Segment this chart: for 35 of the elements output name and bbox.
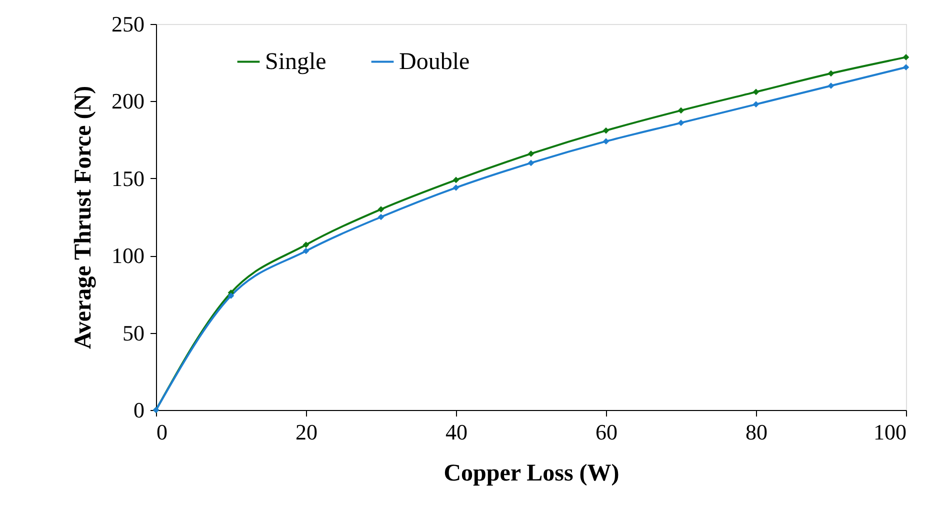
x-tick-label: 40 xyxy=(446,420,468,444)
y-tick-label: 150 xyxy=(112,166,144,191)
point xyxy=(752,88,760,96)
point xyxy=(602,127,610,134)
x-tick-label: 20 xyxy=(296,420,318,444)
legend-label: Double xyxy=(399,48,470,75)
legend-label: Single xyxy=(265,48,326,75)
x-tick-label: 100 xyxy=(874,420,906,444)
point xyxy=(378,214,384,220)
point xyxy=(902,54,910,60)
x-tick-label: 60 xyxy=(596,420,618,444)
point xyxy=(602,138,610,145)
y-tick-label: 250 xyxy=(112,12,144,36)
point xyxy=(452,184,460,191)
point xyxy=(678,107,684,114)
point xyxy=(302,242,310,248)
point xyxy=(302,248,310,254)
y-axis-title: Average Thrust Force (N) xyxy=(70,86,96,350)
point xyxy=(678,120,684,126)
y-tick-label: 0 xyxy=(134,398,144,422)
point xyxy=(452,176,460,184)
point xyxy=(902,64,910,70)
point xyxy=(378,206,384,212)
y-tick-label: 100 xyxy=(112,243,144,268)
point xyxy=(528,160,534,166)
point xyxy=(828,70,834,77)
x-tick-label: 0 xyxy=(156,420,168,444)
point xyxy=(752,101,760,108)
point xyxy=(528,150,534,157)
x-axis-title: Copper Loss (W) xyxy=(444,460,620,486)
y-tick-label: 200 xyxy=(112,88,144,114)
point xyxy=(228,292,234,299)
x-tick-label: 80 xyxy=(746,420,768,444)
point xyxy=(828,82,834,89)
y-tick-label: 50 xyxy=(122,320,144,346)
